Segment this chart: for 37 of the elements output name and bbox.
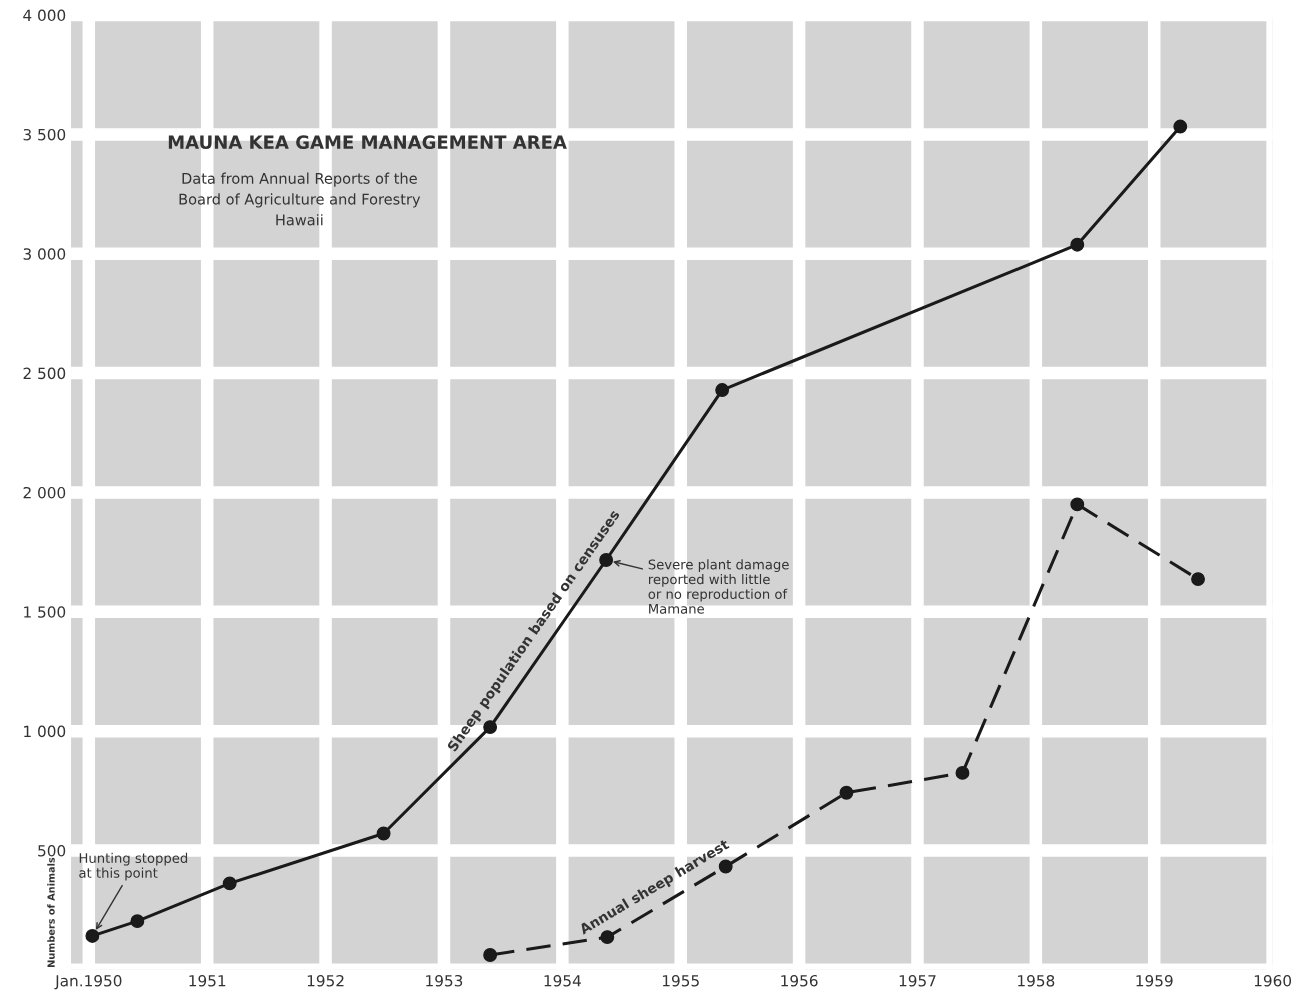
point bbox=[1070, 237, 1085, 252]
text: MAUNA KEA GAME MANAGEMENT AREA bbox=[168, 135, 567, 149]
x-tick-label: 1959 bbox=[1136, 974, 1173, 987]
x-tick-label: 1954 bbox=[544, 974, 581, 987]
point bbox=[376, 826, 391, 841]
annotation: Severe plant damage reported with little or no reproduction of Mamane bbox=[648, 559, 789, 614]
y-tick-label: 2 500 bbox=[23, 367, 66, 380]
x-tick-label: 1955 bbox=[662, 974, 699, 987]
y-tick-label: 4 000 bbox=[23, 9, 66, 22]
y-tick-label: 3 000 bbox=[23, 248, 66, 260]
annotation: Hunting stopped at this point bbox=[79, 852, 188, 881]
x-tick-label: 1956 bbox=[781, 974, 818, 987]
point bbox=[1070, 497, 1085, 512]
x-tick-label: 1952 bbox=[307, 974, 344, 987]
x-tick-label: 1953 bbox=[426, 974, 463, 987]
point bbox=[1173, 119, 1188, 134]
point bbox=[130, 914, 145, 929]
y-tick-label: 2 000 bbox=[23, 486, 66, 499]
x-tick-label: 1958 bbox=[1018, 974, 1055, 987]
y-tick-label: 1 000 bbox=[24, 725, 66, 738]
x-tick-label: Jan.1950 bbox=[54, 974, 122, 990]
y-axis-title: Numbers of Animals bbox=[47, 857, 55, 967]
x-tick-label: 1951 bbox=[189, 974, 226, 987]
point bbox=[1191, 572, 1205, 587]
y-tick-label: 500 bbox=[38, 844, 66, 857]
point bbox=[955, 765, 970, 780]
x-tick-label: 1960 bbox=[1254, 974, 1292, 987]
point bbox=[715, 383, 730, 397]
y-tick-label: 1 500 bbox=[24, 606, 66, 618]
y-tick-label: 3 500 bbox=[23, 128, 66, 141]
text: Data from Annual Reports of the Board of Agriculture and Forestry Hawaii bbox=[179, 172, 421, 226]
x-tick-label: 1957 bbox=[899, 974, 936, 987]
point bbox=[222, 876, 237, 891]
point bbox=[85, 928, 100, 943]
point bbox=[839, 785, 854, 800]
point bbox=[483, 948, 498, 962]
point bbox=[483, 720, 498, 735]
